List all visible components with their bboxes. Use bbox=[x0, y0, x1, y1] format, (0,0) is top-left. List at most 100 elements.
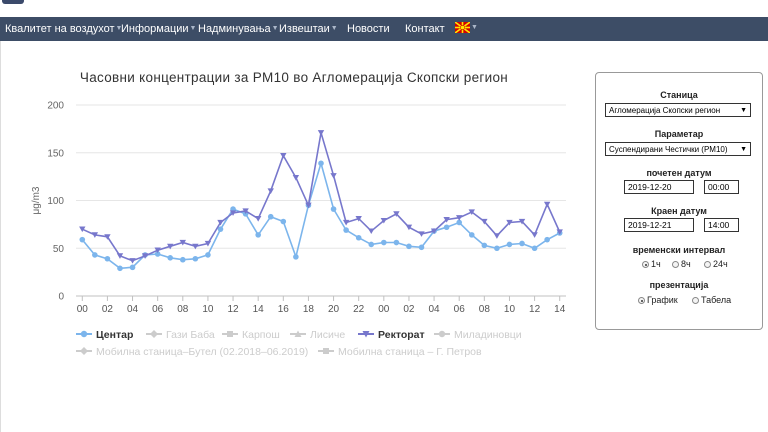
nav-item-contact[interactable]: Контакт bbox=[405, 23, 445, 35]
end-date-label: Краен датум bbox=[651, 206, 707, 216]
data-point bbox=[204, 240, 212, 247]
start-date-input[interactable]: 2019-12-20 bbox=[624, 180, 694, 194]
data-point bbox=[481, 242, 488, 249]
data-point bbox=[506, 241, 513, 248]
x-tick-label: 00 bbox=[378, 304, 390, 315]
data-point bbox=[116, 253, 124, 259]
data-point bbox=[205, 252, 211, 258]
legend-item[interactable]: Центар bbox=[76, 329, 133, 341]
interval-radio-1h[interactable]: 1ч bbox=[642, 259, 661, 269]
x-tick-label: 06 bbox=[152, 304, 164, 315]
nav-item-information[interactable]: Информации▼ bbox=[121, 17, 196, 41]
data-point bbox=[343, 227, 349, 233]
data-point bbox=[381, 239, 387, 246]
x-tick-label: 10 bbox=[202, 304, 214, 315]
nav-item-air-quality[interactable]: Квалитет на воздухот▼ bbox=[5, 17, 122, 41]
end-time-input[interactable]: 14:00 bbox=[704, 218, 739, 232]
data-point bbox=[456, 215, 463, 221]
x-tick-label: 06 bbox=[454, 304, 466, 315]
data-point bbox=[255, 232, 261, 238]
data-point bbox=[179, 256, 186, 263]
legend-label: Карпош bbox=[242, 329, 280, 341]
legend-marker bbox=[362, 331, 370, 338]
data-point bbox=[280, 153, 287, 159]
legend-item[interactable]: Мобилна станица–Бутел (02.2018–06.2019) bbox=[76, 346, 308, 358]
y-axis-label: μg/m3 bbox=[31, 186, 42, 214]
x-tick-label: 12 bbox=[227, 304, 239, 315]
legend-item[interactable]: Карпош bbox=[222, 329, 280, 341]
parameter-select[interactable]: Суспендирани Честички (PM10) ▼ bbox=[605, 142, 751, 156]
legend-marker bbox=[80, 330, 88, 338]
data-point bbox=[117, 265, 123, 272]
chevron-down-icon: ▼ bbox=[189, 25, 197, 33]
data-point bbox=[330, 173, 337, 179]
data-point bbox=[79, 226, 86, 233]
data-point bbox=[192, 243, 199, 250]
chevron-down-icon[interactable]: ▼ bbox=[471, 24, 478, 31]
legend-item[interactable]: Лисиче bbox=[290, 329, 345, 341]
data-point bbox=[305, 202, 312, 209]
data-point bbox=[355, 216, 362, 222]
chevron-down-icon: ▼ bbox=[115, 25, 123, 33]
radio-selected-icon bbox=[638, 297, 645, 304]
data-point bbox=[79, 236, 86, 243]
data-point bbox=[267, 188, 274, 194]
main-navigation: Квалитет на воздухот▼ Информации▼ Надмин… bbox=[0, 17, 768, 41]
data-point bbox=[405, 224, 413, 231]
end-date-input[interactable]: 2019-12-21 bbox=[624, 218, 694, 232]
chevron-down-icon: ▼ bbox=[330, 25, 338, 33]
station-label: Станица bbox=[660, 90, 698, 100]
pm10-line-chart: 0 50 100 150 200 μg/m3 00 02 04 06 08 10 12 14 16 18 20 2… bbox=[31, 101, 566, 358]
legend-item[interactable]: Миладиновци bbox=[434, 329, 522, 341]
data-point bbox=[293, 254, 299, 260]
legend-item[interactable]: Ректорат bbox=[358, 329, 425, 341]
data-point bbox=[468, 209, 475, 215]
data-point bbox=[141, 253, 149, 259]
presentation-radio-graph[interactable]: График bbox=[638, 295, 678, 305]
legend-label: Миладиновци bbox=[454, 329, 522, 341]
data-point bbox=[229, 210, 237, 216]
y-tick-label: 100 bbox=[47, 196, 64, 207]
interval-radio-24h[interactable]: 24ч bbox=[704, 259, 728, 269]
flag-icon[interactable] bbox=[455, 22, 470, 33]
data-point bbox=[280, 218, 287, 225]
data-point bbox=[418, 231, 425, 237]
data-point bbox=[468, 232, 475, 238]
interval-radio-8h[interactable]: 8ч bbox=[672, 259, 691, 269]
x-tick-label: 04 bbox=[127, 304, 139, 315]
filter-panel: Станица Агломерација Скопски регион ▼ Па… bbox=[595, 72, 763, 330]
logo[interactable] bbox=[2, 0, 24, 4]
presentation-radio-table[interactable]: Табела bbox=[692, 295, 731, 305]
nav-item-reports[interactable]: Извештаи▼ bbox=[279, 17, 338, 41]
data-point bbox=[292, 174, 300, 181]
legend-marker bbox=[80, 347, 88, 355]
data-point bbox=[519, 240, 525, 247]
chevron-down-icon: ▼ bbox=[271, 25, 279, 33]
data-point bbox=[91, 232, 99, 238]
x-tick-label: 04 bbox=[429, 304, 441, 315]
legend-label: Лисиче bbox=[310, 329, 345, 341]
x-tick-label: 14 bbox=[253, 304, 265, 315]
data-point bbox=[104, 255, 111, 262]
data-point bbox=[481, 218, 488, 225]
data-point bbox=[154, 251, 161, 257]
x-tick-label: 18 bbox=[303, 304, 315, 315]
data-point bbox=[217, 219, 224, 226]
nav-item-exceedances[interactable]: Надминувања▼ bbox=[198, 17, 279, 41]
start-time-input[interactable]: 00:00 bbox=[704, 180, 739, 194]
legend-item[interactable]: Мобилна станица – Г. Петров bbox=[318, 346, 482, 358]
y-tick-label: 150 bbox=[47, 148, 64, 159]
start-date-label: почетен датум bbox=[646, 168, 712, 178]
legend-item[interactable]: Гази Баба bbox=[146, 329, 215, 341]
x-tick-label: 02 bbox=[403, 304, 415, 315]
data-point bbox=[556, 229, 563, 236]
chart-title: Часовни концентрации за PM10 во Агломера… bbox=[79, 70, 509, 85]
data-point bbox=[368, 228, 375, 235]
radio-icon bbox=[704, 261, 711, 268]
station-select[interactable]: Агломерација Скопски регион ▼ bbox=[605, 103, 751, 117]
nav-item-news[interactable]: Новости bbox=[347, 23, 390, 35]
legend-marker bbox=[323, 348, 329, 354]
data-point bbox=[330, 206, 337, 212]
data-point bbox=[543, 201, 551, 208]
chevron-down-icon: ▼ bbox=[740, 107, 747, 114]
